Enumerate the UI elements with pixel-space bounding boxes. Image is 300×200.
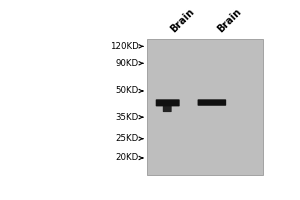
Text: Brain: Brain [169,7,196,35]
FancyBboxPatch shape [163,104,172,112]
FancyBboxPatch shape [147,39,263,175]
Text: 35KD: 35KD [116,113,139,122]
Text: 25KD: 25KD [116,134,139,143]
Text: 50KD: 50KD [116,86,139,95]
Text: 90KD: 90KD [116,59,139,68]
Text: 120KD: 120KD [110,42,139,51]
Text: Brain: Brain [215,7,243,35]
FancyBboxPatch shape [198,99,226,106]
Text: 20KD: 20KD [116,153,139,162]
FancyBboxPatch shape [156,99,180,106]
